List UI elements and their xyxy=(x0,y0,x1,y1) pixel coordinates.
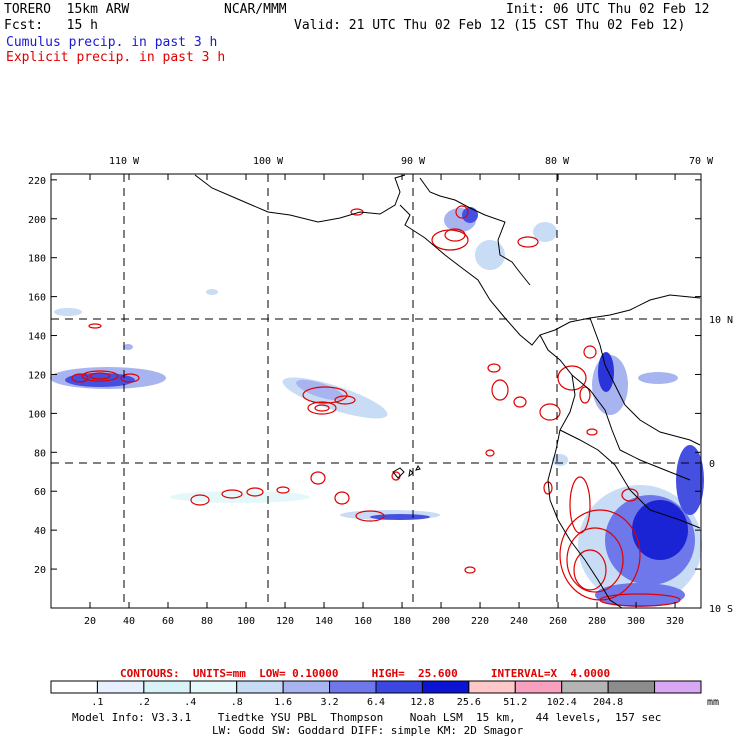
x-tick-label: 40 xyxy=(123,616,135,627)
colorbar-swatch xyxy=(514,680,563,694)
x-tick-label: 240 xyxy=(510,616,528,627)
longitude-label: 100 W xyxy=(253,156,284,167)
longitude-label: 70 W xyxy=(689,156,714,167)
x-tick-label: 180 xyxy=(393,616,411,627)
x-tick-label: 300 xyxy=(627,616,645,627)
colorbar-label: .1 xyxy=(91,697,103,708)
y-tick-label: 160 xyxy=(28,293,46,304)
colorbar-swatch xyxy=(189,680,238,694)
colorbar-swatch xyxy=(375,680,423,694)
colorbar-swatch xyxy=(282,680,331,694)
colorbar-swatch xyxy=(654,680,702,694)
organization: NCAR/MMM xyxy=(224,2,287,17)
longitude-label: 90 W xyxy=(401,156,426,167)
y-tick-label: 100 xyxy=(28,409,46,420)
latlon-grid xyxy=(51,174,701,608)
colorbar-label: .2 xyxy=(138,697,150,708)
x-tick-label: 320 xyxy=(666,616,684,627)
y-tick-label: 200 xyxy=(28,215,46,226)
colorbar-label: 12.8 xyxy=(410,697,434,708)
colorbar-swatch xyxy=(50,680,98,694)
colorbar-swatch xyxy=(607,680,656,694)
y-tick-label: 120 xyxy=(28,370,46,381)
contour-info: CONTOURS: UNITS=mm LOW= 0.10000 HIGH= 25… xyxy=(120,667,611,680)
x-tick-label: 120 xyxy=(276,616,294,627)
y-tick-label: 20 xyxy=(34,565,46,576)
map-frame xyxy=(50,173,702,609)
x-tick-label: 80 xyxy=(201,616,213,627)
colorbar-label: 51.2 xyxy=(503,697,527,708)
x-tick-label: 140 xyxy=(315,616,333,627)
y-tick-label: 60 xyxy=(34,487,46,498)
latitude-label: 10 N xyxy=(709,315,733,326)
colorbar: .1 .2 .4 .8 1.6 3.2 6.4 12.8 25.6 51.2 102.4 204.8 m… xyxy=(50,680,719,708)
colorbar-swatch xyxy=(468,680,516,694)
colorbar-units: mm xyxy=(707,697,719,708)
cumulus-precip-layer xyxy=(50,207,704,607)
x-tick-label: 220 xyxy=(471,616,489,627)
model-info-line1: Model Info: V3.3.1 Tiedtke YSU PBL Thomp… xyxy=(72,711,662,724)
latitude-label: 10 S xyxy=(709,604,733,615)
init-time: Init: 06 UTC Thu 02 Feb 12 xyxy=(506,2,710,17)
colorbar-label: 204.8 xyxy=(593,697,623,708)
x-tick-label: 100 xyxy=(237,616,255,627)
x-tick-label: 280 xyxy=(588,616,606,627)
longitude-label: 80 W xyxy=(545,156,570,167)
colorbar-swatch xyxy=(329,680,377,694)
colorbar-label: 3.2 xyxy=(321,697,339,708)
y-tick-label: 40 xyxy=(34,526,46,537)
colorbar-swatch xyxy=(236,680,284,694)
colorbar-label: .4 xyxy=(184,697,196,708)
y-tick-label: 180 xyxy=(28,254,46,265)
x-tick-label: 160 xyxy=(354,616,372,627)
field-label-cumulus: Cumulus precip. in past 3 h xyxy=(6,35,218,50)
colorbar-swatch xyxy=(561,680,609,694)
x-tick-label: 60 xyxy=(162,616,174,627)
y-tick-label: 80 xyxy=(34,448,46,459)
y-tick-label: 220 xyxy=(28,176,46,187)
field-label-explicit: Explicit precip. in past 3 h xyxy=(6,50,226,65)
latitude-label: 0 xyxy=(709,459,715,470)
axis-labels: 20 40 60 80 100 120 140 160 180 200 220 240 260 280 30… xyxy=(28,156,733,627)
colorbar-swatch xyxy=(143,680,191,694)
colorbar-swatch xyxy=(96,680,145,694)
x-tick-label: 20 xyxy=(84,616,96,627)
model-name: TORERO 15km ARW xyxy=(4,2,130,17)
y-tick-label: 140 xyxy=(28,332,46,343)
colorbar-label: 102.4 xyxy=(547,697,577,708)
forecast-hour: Fcst: 15 h xyxy=(4,18,98,33)
x-tick-label: 200 xyxy=(432,616,450,627)
longitude-label: 110 W xyxy=(109,156,140,167)
model-info-line2: LW: Godd SW: Goddard DIFF: simple KM: 2D… xyxy=(212,724,524,737)
colorbar-label: 25.6 xyxy=(457,697,481,708)
valid-time: Valid: 21 UTC Thu 02 Feb 12 (15 CST Thu … xyxy=(294,18,686,33)
coastlines xyxy=(194,174,701,609)
colorbar-label: 1.6 xyxy=(274,697,292,708)
colorbar-swatch xyxy=(421,680,470,694)
axis-ticks xyxy=(51,174,701,608)
colorbar-label: .8 xyxy=(231,697,243,708)
explicit-precip-contours xyxy=(71,205,681,607)
x-tick-label: 260 xyxy=(549,616,567,627)
colorbar-label: 6.4 xyxy=(367,697,385,708)
